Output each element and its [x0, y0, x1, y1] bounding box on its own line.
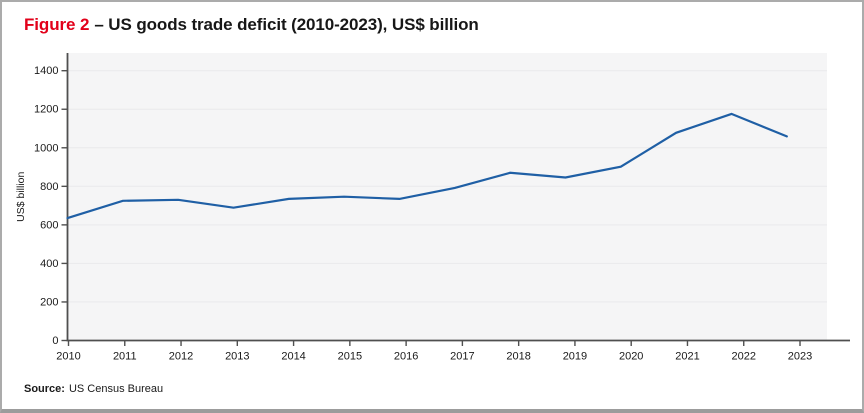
deficit-line [66, 112, 788, 220]
x-tick-label: 2019 [563, 351, 587, 363]
line-chart: 0 200 400 600 800 1000 1200 1400 2010 2011 2012 201… [15, 53, 850, 363]
x-tick-label: 2013 [225, 351, 249, 363]
y-tick-label: 600 [40, 219, 58, 231]
x-tick-label: 2023 [788, 351, 812, 363]
x-tick-label: 2010 [56, 351, 80, 363]
x-tick-label: 2011 [113, 351, 137, 363]
x-tick-label: 2016 [394, 351, 418, 363]
source-note: Source: US Census Bureau [24, 383, 163, 395]
y-tick-label: 1200 [34, 104, 58, 116]
source-label: Source: [24, 383, 65, 395]
source-text: US Census Bureau [68, 383, 164, 395]
y-tick-label: 1400 [34, 65, 58, 77]
x-tick-label: 2012 [169, 351, 193, 363]
x-tick-label: 2018 [506, 351, 530, 363]
y-tick-label: 400 [40, 258, 58, 270]
y-tick-label: 200 [40, 296, 58, 308]
y-tick-label: 800 [40, 181, 58, 193]
plot-area [67, 53, 827, 341]
figure-number: Figure 2 [24, 15, 90, 34]
x-tick-label: 2022 [731, 351, 755, 363]
x-tick-label: 2021 [675, 351, 699, 363]
y-tick-label: 1000 [34, 142, 58, 154]
x-tick-label: 2014 [281, 351, 305, 363]
y-tick-label: 0 [52, 335, 58, 347]
x-tick-label: 2017 [450, 351, 474, 363]
x-tick-label: 2015 [338, 351, 362, 363]
x-tick-label: 2020 [619, 351, 643, 363]
figure-title: Figure 2– US goods trade deficit (2010-2… [24, 15, 479, 35]
figure-title-text: – US goods trade deficit (2010-2023), US… [94, 15, 479, 34]
y-axis-title: US$ billion [15, 171, 27, 221]
